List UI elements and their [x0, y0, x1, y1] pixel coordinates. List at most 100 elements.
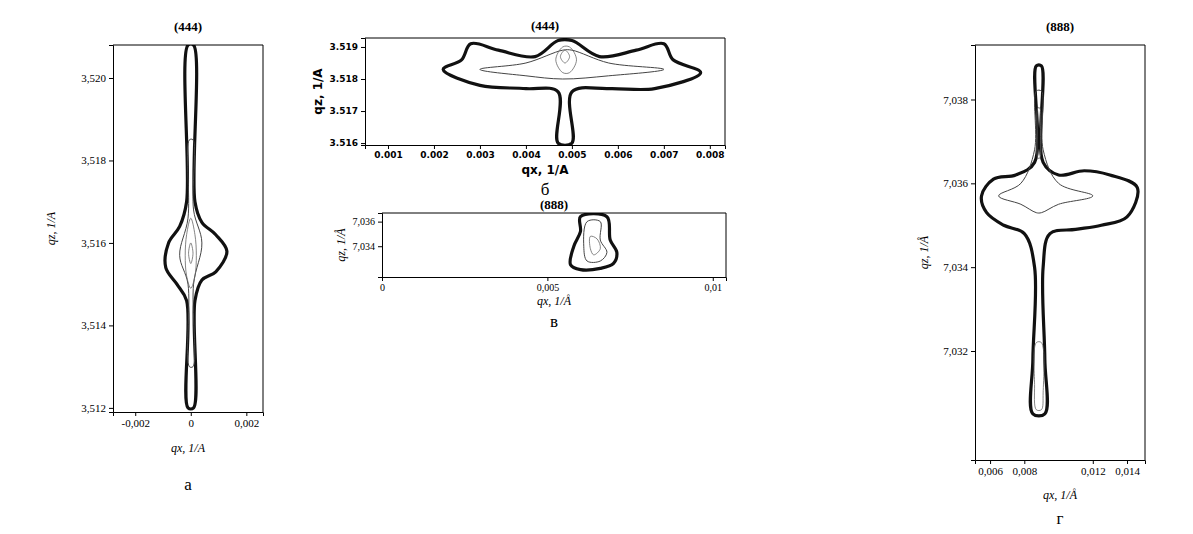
tick-mark: [480, 145, 481, 149]
contour: [584, 220, 607, 263]
tick-label: 0.008: [696, 150, 724, 160]
panel-title: (888): [540, 197, 568, 212]
tick-label: -0,002: [122, 417, 150, 429]
tick-label: 7,034: [943, 261, 968, 273]
tick-mark: [361, 143, 365, 144]
contour: [165, 45, 227, 409]
tick-mark: [526, 145, 527, 149]
tick-label: 0,006: [978, 465, 1003, 477]
contour: [589, 236, 600, 255]
panel-label: а: [184, 475, 192, 494]
x-axis-title: qx, 1/A: [521, 163, 569, 177]
tick-mark: [971, 99, 975, 100]
tick-mark: [547, 277, 548, 281]
axis-line: [383, 278, 727, 282]
tick-mark: [191, 412, 192, 416]
tick: 0: [189, 412, 195, 429]
tick-label: 0,002: [234, 417, 259, 429]
contour: [443, 39, 700, 145]
tick-label: 3,520: [81, 72, 106, 84]
tick-mark: [713, 277, 714, 281]
tick-label: 3.517: [330, 106, 358, 116]
contour: [999, 90, 1093, 213]
tick-mark: [1024, 460, 1025, 464]
tick-label: 0.007: [650, 150, 678, 160]
tick: -0,002: [122, 412, 150, 429]
tick-label: 7,032: [943, 345, 968, 357]
tick-label: 0.001: [374, 150, 402, 160]
tick: 0,014: [1115, 460, 1140, 477]
tick-label: 3.516: [330, 138, 358, 148]
tick-label: 3,512: [81, 402, 106, 414]
tick-mark: [135, 412, 136, 416]
tick-mark: [246, 412, 247, 416]
panel-title: (444): [531, 18, 559, 33]
axis: 0 0,005 0,01: [380, 277, 727, 293]
tick: 0.003: [466, 145, 494, 160]
y-axis-title: qz, 1/A: [311, 68, 325, 115]
panel: 0.0010.0020.0030.0040.0050.0060.0070.008…: [311, 18, 726, 199]
axis: -0,002 0 0,002: [114, 412, 264, 429]
tick-mark: [434, 145, 435, 149]
plot-area: [570, 214, 617, 270]
tick-label: 0,01: [705, 282, 723, 293]
tick-mark: [664, 145, 665, 149]
tick: 0.002: [420, 145, 448, 160]
panel-label: г: [1057, 509, 1064, 528]
tick-label: 0: [189, 417, 195, 429]
axis: 0,0060,0080,0120,014: [976, 460, 1146, 477]
tick-mark: [710, 145, 711, 149]
tick-mark: [361, 111, 365, 112]
plot-area: [443, 39, 700, 145]
tick: 7,038: [943, 94, 975, 106]
tick-mark: [388, 145, 389, 149]
tick: 3,512: [81, 402, 113, 414]
frame: [113, 45, 263, 412]
tick: 3,520: [81, 72, 113, 84]
tick-mark: [109, 78, 113, 79]
figure: -0,002 0 0,002 3,512 3,514 3,516 3,518 3,520 (44…: [0, 0, 1193, 534]
panel: 00,0050,017,0347,036(888)qx, 1/Åqz, 1/Åв: [334, 197, 727, 331]
tick-label: 0: [380, 282, 385, 293]
tick: 0,012: [1081, 460, 1106, 477]
frame: [382, 213, 726, 277]
tick-mark: [971, 351, 975, 352]
tick: 0,005: [537, 277, 560, 293]
contour: [189, 243, 193, 264]
tick-label: 0.004: [512, 150, 540, 160]
contour: [1034, 342, 1044, 411]
contour: [570, 214, 617, 270]
contour: [185, 218, 196, 288]
tick: 3,516: [81, 237, 113, 249]
axis-line: [366, 146, 726, 150]
tick-mark: [1093, 460, 1094, 464]
tick-label: 3,514: [81, 319, 106, 331]
tick-label: 0,014: [1115, 465, 1140, 477]
y-axis-title: qz, 1/Å: [917, 235, 931, 269]
panel: -0,00200,0023,5123,5143,5163,5183,520(44…: [44, 19, 264, 494]
tick: 3.519: [330, 42, 365, 52]
panel-label: в: [550, 312, 558, 331]
tick: 0.006: [604, 145, 632, 160]
tick-mark: [378, 246, 382, 247]
tick-label: 3,518: [81, 154, 106, 166]
tick: 0: [380, 277, 385, 293]
contour: [560, 50, 569, 63]
axis-line: [976, 461, 1146, 465]
tick-mark: [572, 145, 573, 149]
panel: 0,0060,0080,0120,0147,0327,0347,0367,038…: [917, 19, 1146, 528]
tick-label: 3.518: [330, 74, 358, 84]
tick-label: 0,005: [537, 282, 560, 293]
axis: 3.516 3.517 3.518 3.519: [330, 39, 366, 149]
tick-mark: [378, 222, 382, 223]
contour: [1037, 108, 1041, 159]
contour: [556, 46, 577, 73]
tick-label: 7,036: [943, 177, 968, 189]
axis-line: [378, 214, 383, 278]
tick: 3.516: [330, 138, 365, 148]
frame: [975, 45, 1145, 460]
axis: 3,512 3,514 3,516 3,518 3,520: [81, 46, 113, 414]
tick-label: 3.519: [330, 42, 358, 52]
tick: 7,032: [943, 345, 975, 357]
tick-label: 3,516: [81, 237, 106, 249]
